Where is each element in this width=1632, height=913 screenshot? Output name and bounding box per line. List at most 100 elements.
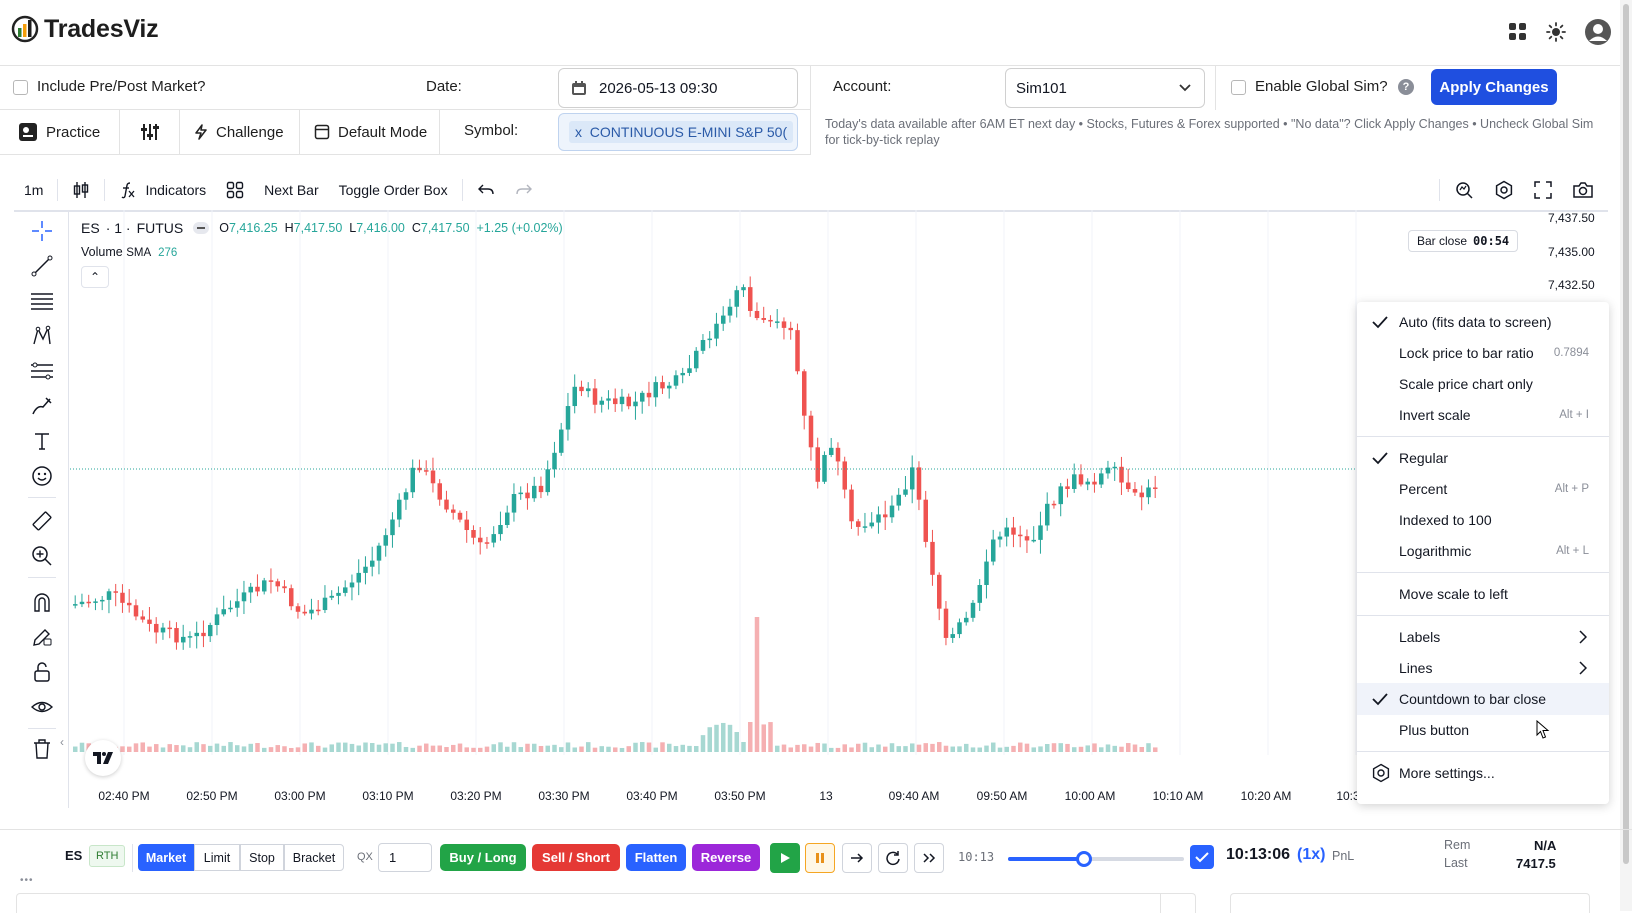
- brand-logo[interactable]: TradesViz: [10, 14, 159, 44]
- order-type-limit[interactable]: Limit: [194, 844, 240, 871]
- candle-body: [397, 499, 402, 520]
- candle-body: [1139, 492, 1144, 498]
- layouts-button[interactable]: [216, 172, 254, 208]
- hide-drawings-tool[interactable]: [28, 693, 56, 721]
- menu-item-more-settings[interactable]: More settings...: [1357, 757, 1609, 789]
- menu-item-invert-scale[interactable]: Invert scale Alt + I: [1357, 399, 1609, 431]
- zoom-tool[interactable]: [28, 542, 56, 570]
- menu-item-indexed[interactable]: Indexed to 100: [1357, 504, 1609, 536]
- measure-tool[interactable]: [28, 507, 56, 535]
- more-options-ellipsis[interactable]: •••: [20, 875, 34, 886]
- include-prepost-checkbox[interactable]: [13, 80, 28, 95]
- play-button[interactable]: [770, 843, 800, 873]
- replay-speed[interactable]: (1x): [1297, 846, 1326, 863]
- candle-body: [741, 287, 746, 291]
- menu-item-lines[interactable]: Lines: [1357, 652, 1609, 684]
- chart-type-button[interactable]: [62, 172, 100, 208]
- order-type-market[interactable]: Market: [138, 844, 194, 871]
- date-input[interactable]: 2026-05-13 09:30: [558, 68, 798, 108]
- user-avatar-icon[interactable]: [1584, 18, 1612, 46]
- brush-tool[interactable]: [28, 392, 56, 420]
- price-chart[interactable]: [70, 210, 1360, 780]
- collapse-toolbar-arrow[interactable]: ‹: [60, 735, 64, 749]
- quantity-input[interactable]: 1: [378, 843, 432, 872]
- emoji-tool[interactable]: [28, 462, 56, 490]
- help-icon[interactable]: ?: [1398, 79, 1414, 95]
- next-bar-button[interactable]: Next Bar: [254, 172, 328, 208]
- crosshair-tool[interactable]: [28, 217, 56, 245]
- indicators-button[interactable]: Indicators: [109, 172, 216, 208]
- magnet-tool[interactable]: [28, 588, 56, 616]
- reset-button[interactable]: [878, 843, 908, 873]
- default-mode-button[interactable]: Default Mode: [300, 110, 440, 154]
- symbol-chip[interactable]: x CONTINUOUS E-MINI S&P 50(: [569, 121, 794, 143]
- menu-item-plus-button[interactable]: Plus button: [1357, 714, 1609, 746]
- fullscreen-button[interactable]: [1524, 172, 1562, 208]
- interval-button[interactable]: 1m: [14, 172, 53, 208]
- tradingview-logo-icon[interactable]: [85, 740, 121, 776]
- session-badge[interactable]: RTH: [89, 845, 126, 867]
- menu-item-auto-scale[interactable]: Auto (fits data to screen): [1357, 306, 1609, 338]
- menu-item-regular[interactable]: Regular: [1357, 442, 1609, 474]
- candle-body: [1018, 534, 1023, 537]
- trendline-tool[interactable]: [28, 252, 56, 280]
- order-type-stop[interactable]: Stop: [240, 844, 284, 871]
- candle-body: [241, 592, 247, 602]
- reverse-button[interactable]: Reverse: [692, 844, 760, 871]
- apps-grid-icon[interactable]: [1508, 22, 1528, 42]
- account-select[interactable]: Sim101: [1005, 68, 1205, 108]
- toggle-order-box-button[interactable]: Toggle Order Box: [329, 172, 458, 208]
- page-scrollbar[interactable]: [1620, 0, 1632, 911]
- quick-search-button[interactable]: [1444, 172, 1484, 208]
- volume-bar: [707, 727, 712, 752]
- time-tick: 13: [819, 789, 833, 803]
- settings-sliders-button[interactable]: [120, 110, 180, 154]
- undo-button[interactable]: [467, 172, 505, 208]
- menu-item-lock-ratio[interactable]: Lock price to bar ratio 0.7894: [1357, 337, 1609, 369]
- prediction-tool[interactable]: [28, 357, 56, 385]
- calendar-icon: [572, 81, 586, 95]
- sync-checkbox[interactable]: [1190, 845, 1214, 869]
- redo-button[interactable]: [505, 172, 543, 208]
- legend-toggle-button[interactable]: ⌃: [81, 266, 109, 288]
- symbol-select[interactable]: x CONTINUOUS E-MINI S&P 50(: [558, 113, 798, 151]
- buy-long-button[interactable]: Buy / Long: [440, 844, 526, 871]
- theme-sun-icon[interactable]: [1546, 22, 1566, 42]
- candle-body: [248, 586, 253, 593]
- chart-settings-button[interactable]: [1484, 172, 1524, 208]
- practice-button[interactable]: Practice: [0, 110, 120, 154]
- step-forward-button[interactable]: [842, 843, 872, 873]
- global-sim-checkbox[interactable]: [1231, 80, 1246, 95]
- double-chevron-right-icon: [923, 853, 936, 863]
- candle-body: [586, 388, 591, 392]
- slider-thumb[interactable]: [1075, 851, 1092, 867]
- menu-item-countdown[interactable]: Countdown to bar close: [1357, 683, 1609, 715]
- flatten-button[interactable]: Flatten: [626, 844, 686, 871]
- horizontal-lines-tool[interactable]: [28, 287, 56, 315]
- text-tool[interactable]: [28, 427, 56, 455]
- menu-item-scale-price-only[interactable]: Scale price chart only: [1357, 368, 1609, 400]
- snapshot-button[interactable]: [1562, 172, 1604, 208]
- delete-drawings-tool[interactable]: [28, 735, 56, 763]
- apply-changes-button[interactable]: Apply Changes: [1431, 69, 1557, 105]
- menu-item-percent[interactable]: Percent Alt + P: [1357, 473, 1609, 505]
- symbol-chip-remove[interactable]: x: [575, 124, 582, 140]
- menu-item-labels[interactable]: Labels: [1357, 621, 1609, 653]
- sell-short-button[interactable]: Sell / Short: [532, 844, 620, 871]
- lock-tool[interactable]: [28, 658, 56, 686]
- legend-collapse-icon[interactable]: [193, 222, 210, 234]
- lock-drawings-pen-tool[interactable]: [28, 623, 56, 651]
- menu-item-move-scale-left[interactable]: Move scale to left: [1357, 578, 1609, 610]
- candle-body: [552, 452, 557, 470]
- pattern-tool[interactable]: [28, 322, 56, 350]
- challenge-button[interactable]: Challenge: [180, 110, 300, 154]
- candle-body: [754, 310, 760, 319]
- volume-bar: [694, 746, 699, 752]
- replay-slider[interactable]: [1008, 851, 1184, 867]
- menu-item-logarithmic[interactable]: Logarithmic Alt + L: [1357, 535, 1609, 567]
- scrollbar-thumb[interactable]: [1623, 4, 1629, 864]
- order-type-bracket[interactable]: Bracket: [284, 844, 344, 871]
- pause-button[interactable]: [805, 843, 835, 873]
- camera-icon: [1573, 182, 1593, 198]
- fast-forward-button[interactable]: [914, 843, 944, 873]
